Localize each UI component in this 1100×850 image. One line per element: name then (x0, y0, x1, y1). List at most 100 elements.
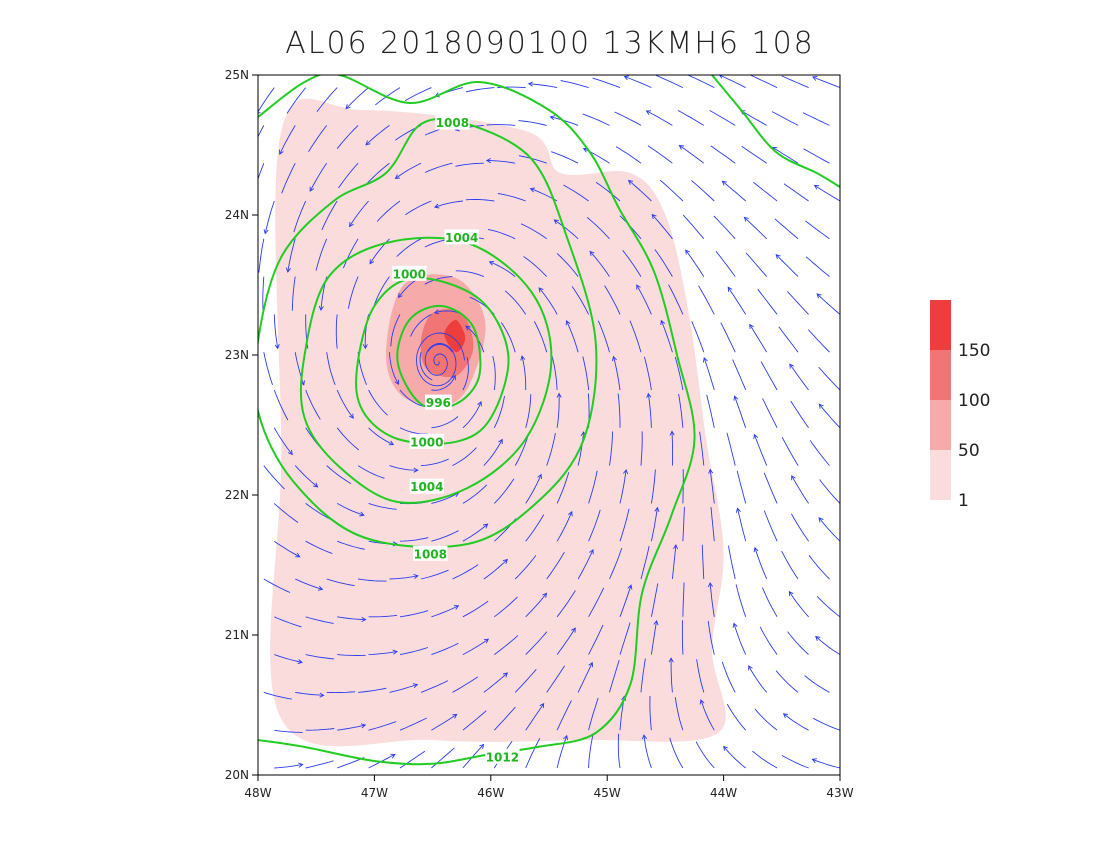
streamline-segment (494, 596, 518, 618)
streamline-segment (546, 665, 566, 693)
streamline-segment (682, 214, 705, 240)
streamline-segment (305, 389, 321, 420)
y-tick-label: 25N (225, 68, 249, 82)
streamline-segment (760, 361, 778, 391)
streamline-arrow (527, 81, 534, 87)
streamline-segment (309, 162, 328, 192)
streamline-segment (294, 465, 318, 488)
streamline-segment (556, 735, 568, 769)
streamline-segment (554, 219, 579, 240)
streamline-arrow (549, 115, 556, 121)
streamline-arrow (485, 158, 492, 164)
streamline-arrow (361, 616, 367, 623)
streamline-segment (279, 125, 296, 155)
streamline-segment (483, 672, 508, 693)
streamline-arrow (309, 186, 315, 192)
streamline-arrow (753, 433, 759, 440)
streamline-segment (405, 200, 432, 216)
streamline-segment (604, 285, 621, 315)
streamline-segment (431, 605, 459, 618)
streamline-arrow (627, 584, 633, 590)
streamline-segment (493, 706, 516, 731)
streamline-segment (523, 256, 548, 277)
streamline-arrow (589, 548, 594, 555)
streamline-arrow (721, 180, 727, 186)
streamline-segment (493, 478, 515, 504)
streamline-segment (365, 125, 390, 146)
streamline-segment (295, 578, 323, 590)
streamline-segment (734, 396, 747, 428)
streamline-segment (647, 145, 673, 164)
streamline-segment (326, 691, 356, 694)
streamline-segment (787, 291, 809, 315)
streamline-arrow (483, 523, 489, 529)
streamline-segment (514, 555, 537, 580)
streamline-segment (305, 654, 335, 660)
streamline-segment (342, 238, 359, 269)
streamline-segment (538, 287, 558, 315)
streamline-segment (723, 746, 746, 769)
streamline-arrow (412, 683, 419, 689)
streamline-arrow (723, 745, 729, 751)
streamline-segment (674, 697, 684, 731)
streamline-arrow (791, 474, 796, 481)
streamline-segment (518, 120, 547, 126)
isobar-label-bg (409, 433, 444, 449)
streamline-segment (668, 284, 684, 315)
streamline-segment (650, 507, 658, 542)
streamline-segment (754, 708, 778, 731)
colorbar-segment (930, 350, 951, 400)
streamline-segment (326, 352, 336, 386)
streamline-segment (804, 675, 830, 693)
streamline-segment (703, 357, 715, 391)
streamline-arrow (285, 267, 291, 273)
streamline-segment (595, 182, 621, 202)
streamline-arrow (788, 590, 794, 597)
streamline-segment (698, 285, 715, 315)
streamline-segment (258, 125, 265, 138)
streamline-arrow (627, 179, 634, 185)
streamline-segment (274, 729, 303, 733)
isobar-label-bg (435, 114, 470, 130)
plot-frame (257, 74, 841, 776)
streamline-segment (727, 287, 747, 315)
streamline-segment (656, 75, 684, 89)
streamline-segment (431, 375, 456, 391)
streamline-arrow (782, 713, 789, 719)
streamline-segment (368, 614, 398, 618)
streamline-arrow (453, 605, 460, 610)
streamline-segment (462, 357, 469, 391)
isobar-1012 (258, 75, 696, 766)
streamline-segment (791, 513, 809, 542)
streamline-segment (452, 564, 479, 580)
streamline-segment (494, 635, 519, 655)
streamline-segment (583, 148, 610, 164)
streamline-segment (808, 554, 830, 580)
streamline-segment (399, 610, 429, 618)
streamline-segment (582, 356, 590, 391)
x-tick-label: 43W (826, 786, 853, 800)
streamline-segment (577, 431, 585, 466)
streamline-segment (525, 514, 545, 542)
streamline-segment (410, 314, 432, 337)
streamline-segment (396, 238, 422, 257)
streamline-segment (258, 163, 265, 181)
streamline-segment (497, 193, 526, 202)
colorbar-label: 150 (958, 341, 990, 361)
streamline-segment (389, 465, 418, 471)
streamline-segment (609, 659, 620, 693)
colorbar-segment (930, 300, 951, 350)
streamline-arrow (477, 400, 482, 407)
streamline-segment (643, 356, 652, 391)
streamline-segment (735, 584, 747, 617)
streamline-segment (287, 238, 296, 272)
streamline-segment (556, 700, 572, 731)
streamline-arrow (529, 187, 536, 193)
streamline-segment (452, 676, 479, 693)
streamline-segment (691, 321, 705, 353)
streamline-segment (622, 250, 642, 277)
streamline-arrow (349, 221, 354, 228)
streamline-arrow (645, 110, 652, 115)
streamline-arrow (287, 449, 293, 456)
streamline-segment (431, 492, 459, 504)
